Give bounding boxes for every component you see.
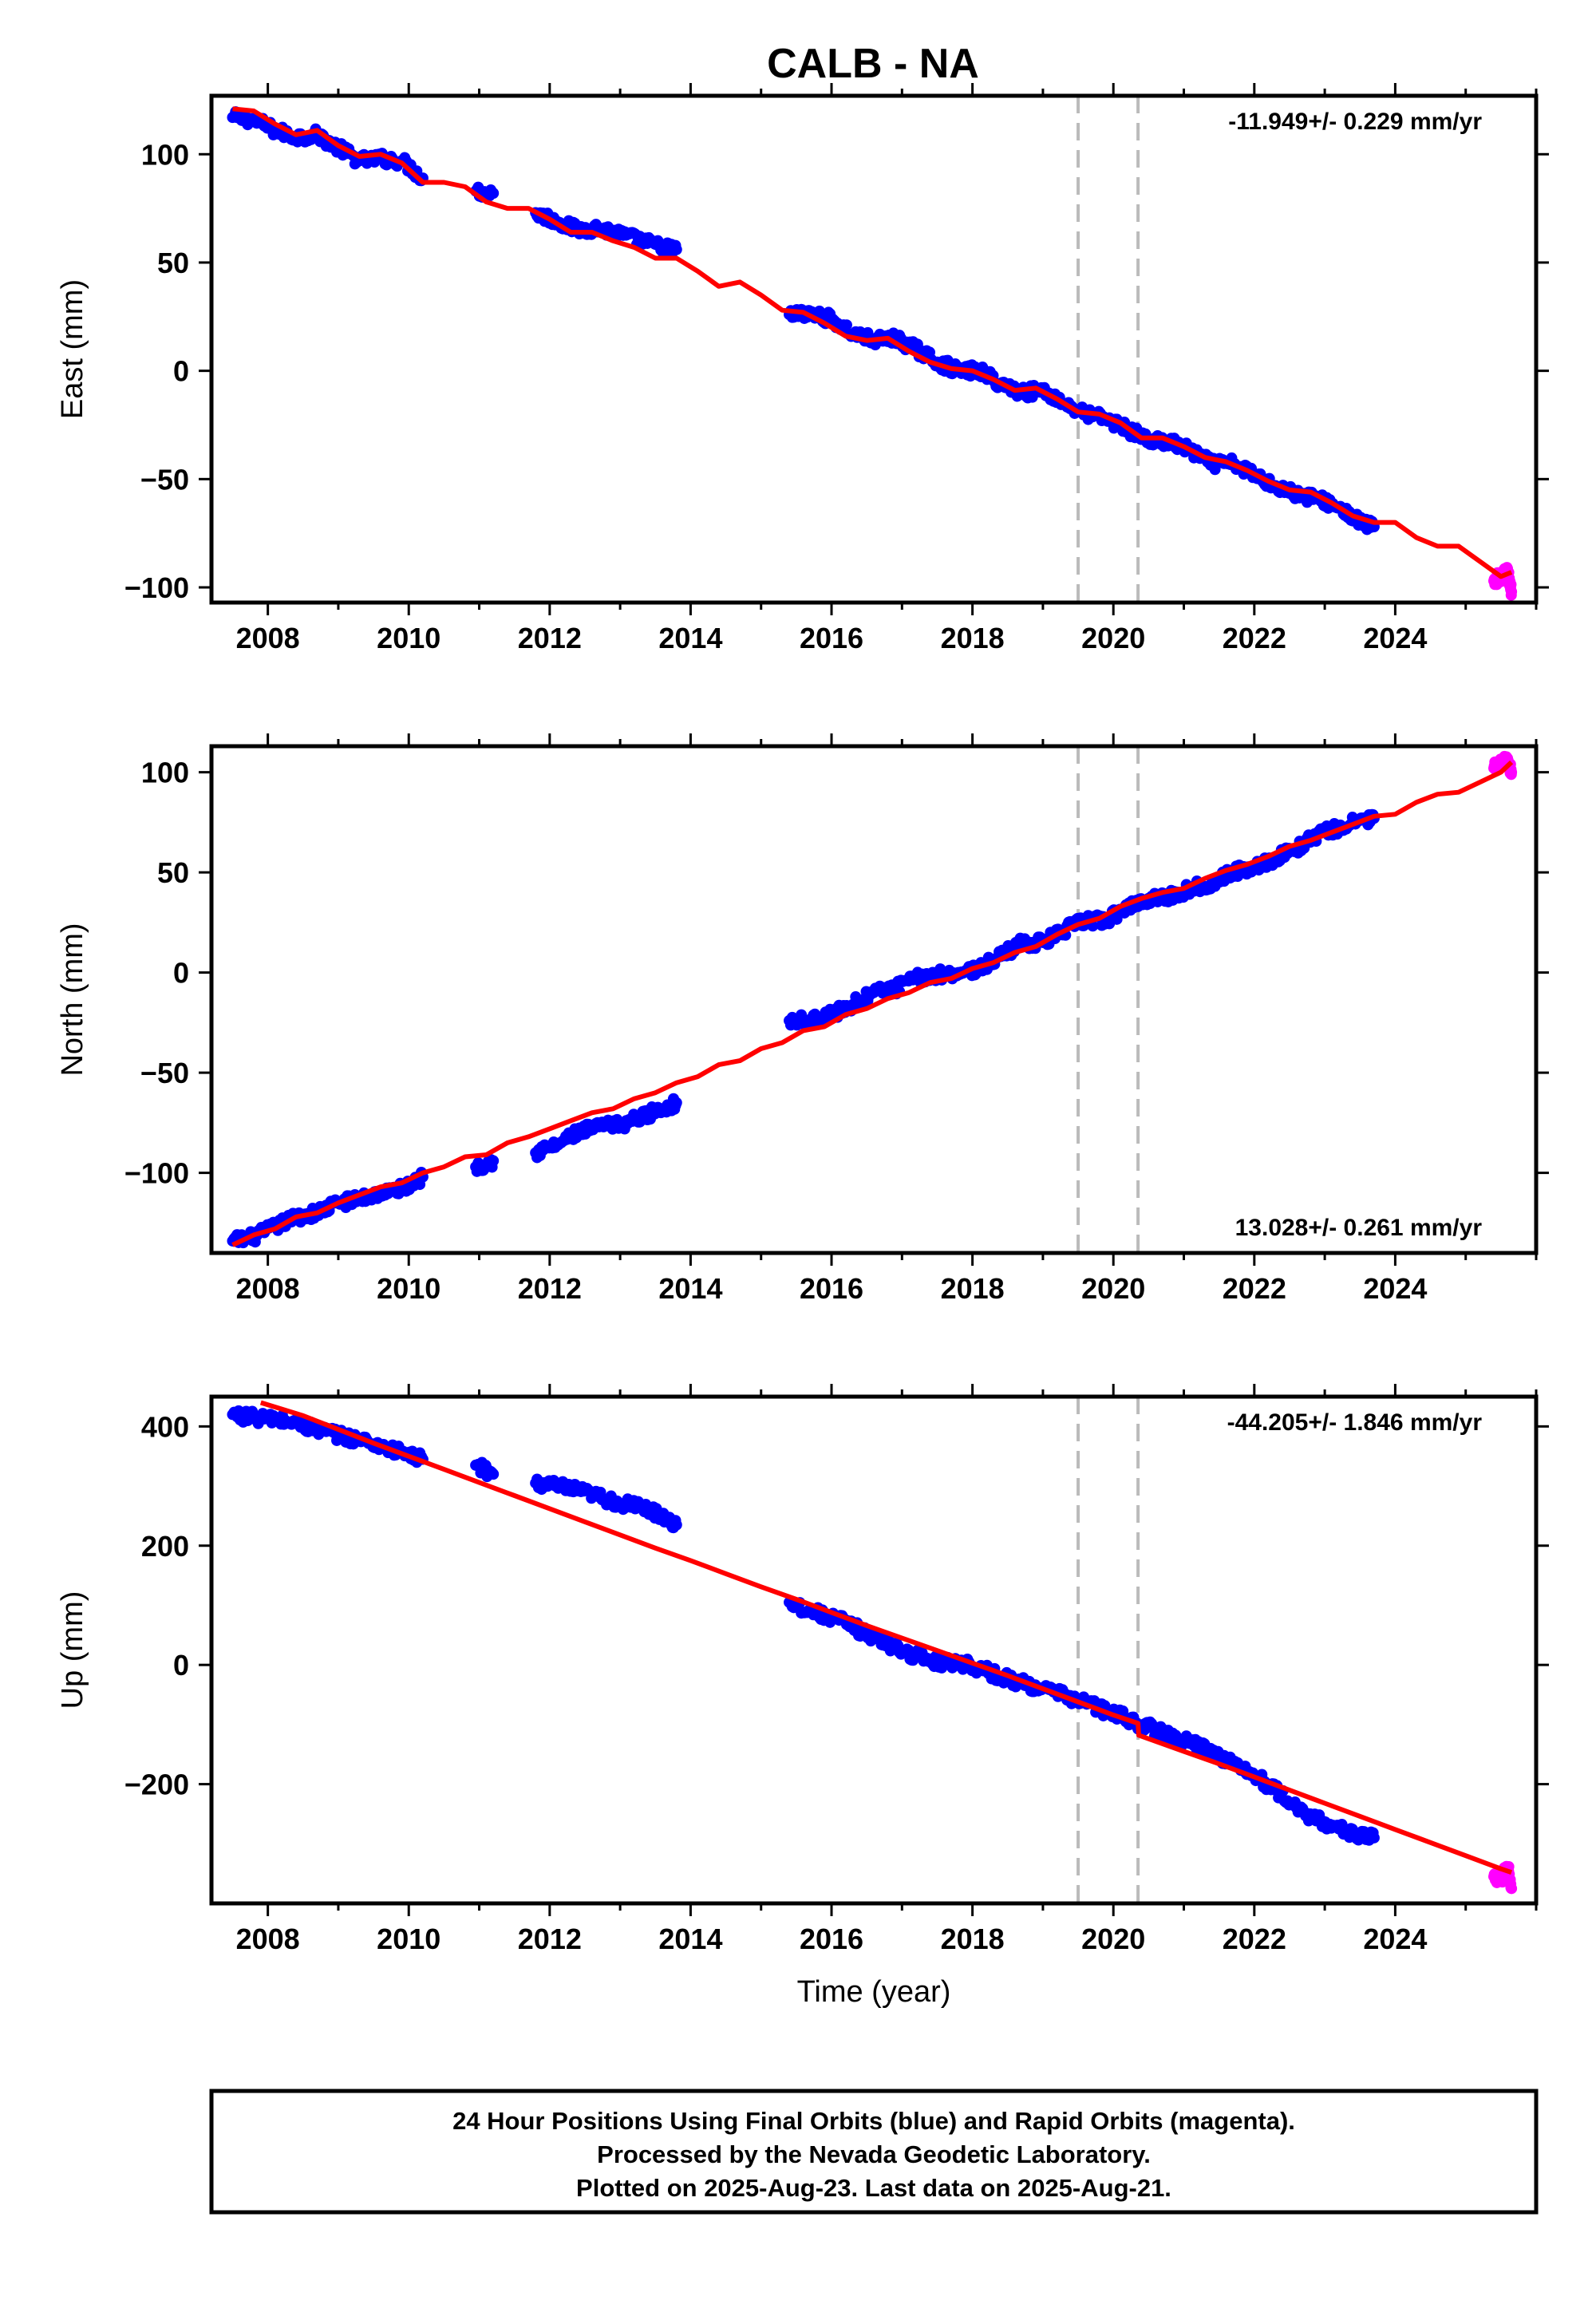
plot-frame: [209, 93, 1539, 605]
plot-area: [227, 1397, 1518, 1903]
y-tick-label: 0: [173, 355, 189, 388]
x-tick-label: 2014: [658, 1272, 722, 1305]
x-tick-label: 2020: [1081, 1272, 1145, 1305]
y-tick-label: 0: [173, 1649, 189, 1682]
model-line: [259, 1400, 1513, 1875]
plot-frame: [209, 1394, 1539, 1906]
y-tick-label: 200: [141, 1530, 189, 1563]
y-tick-label: −50: [140, 463, 189, 496]
data-point: [488, 1468, 500, 1480]
note-line-final-rapid-orbits: 24 Hour Positions Using Final Orbits (bl…: [452, 2107, 1295, 2135]
x-tick-label: 2016: [800, 622, 863, 654]
data-point: [670, 243, 682, 255]
x-tick-label: 2018: [941, 1923, 1005, 1955]
x-tick-label: 2018: [941, 1272, 1005, 1305]
y-tick-label: −50: [140, 1057, 189, 1089]
notes-box: 24 Hour Positions Using Final Orbits (bl…: [209, 2089, 1539, 2215]
note-line-processed-by: Processed by the Nevada Geodetic Laborat…: [597, 2140, 1151, 2168]
y-tick-label: −100: [124, 1157, 189, 1190]
figure-title: CALB - NA: [767, 41, 979, 87]
plot-area: [227, 96, 1518, 603]
rate-label: -44.205+/- 1.846 mm/yr: [1227, 1409, 1483, 1436]
up-panel: 2008 2010 2012 2014 2016 2018 2020 2022 2024 −200…: [56, 1384, 1549, 2009]
x-tick-label: 2012: [518, 1923, 582, 1955]
y-tick-label: 50: [157, 247, 189, 279]
x-tick-label: 2016: [800, 1272, 863, 1305]
east-panel: 2008 2010 2012 2014 2016 2018 2020 2022 2024 −100…: [56, 83, 1549, 654]
note-line-plotted-on: Plotted on 2025-Aug-23. Last data on 202…: [576, 2174, 1171, 2202]
x-tick-label: 2018: [941, 622, 1005, 654]
y-tick-label: 100: [141, 138, 189, 171]
x-tick-label: 2010: [377, 1272, 440, 1305]
x-tick-label: 2022: [1223, 1272, 1286, 1305]
x-tick-label: 2012: [518, 622, 582, 654]
rate-label: 13.028+/- 0.261 mm/yr: [1235, 1215, 1483, 1241]
x-tick-label: 2014: [658, 622, 722, 654]
x-tick-label: 2024: [1363, 622, 1427, 654]
x-tick-label: 2014: [658, 1923, 722, 1955]
x-tick-label: 2022: [1223, 622, 1286, 654]
x-tick-label: 2020: [1081, 1923, 1145, 1955]
data-point: [1506, 766, 1518, 778]
rate-label: -11.949+/- 0.229 mm/yr: [1228, 109, 1482, 135]
y-tick-label: −100: [124, 571, 189, 604]
y-tick-label: −200: [124, 1769, 189, 1801]
plot-frame: [209, 744, 1539, 1255]
x-tick-label: 2012: [518, 1272, 582, 1305]
x-tick-label: 2010: [377, 1923, 440, 1955]
y-axis-label: East (mm): [56, 279, 89, 419]
y-tick-label: 50: [157, 856, 189, 889]
data-point: [488, 188, 500, 200]
y-axis-label: North (mm): [56, 923, 89, 1076]
model-line: [231, 760, 1514, 1247]
y-tick-label: 400: [141, 1410, 189, 1443]
y-tick-label: 0: [173, 957, 189, 990]
data-point: [670, 1519, 682, 1531]
data-point: [670, 1097, 682, 1109]
model-line: [232, 106, 1513, 579]
x-tick-label: 2010: [377, 622, 440, 654]
data-point: [1506, 586, 1518, 598]
x-tick-label: 2024: [1363, 1272, 1427, 1305]
x-axis-label: Time (year): [797, 1975, 951, 2009]
x-tick-label: 2020: [1081, 622, 1145, 654]
data-point: [1506, 1883, 1518, 1895]
data-point: [488, 1155, 500, 1167]
north-panel: 2008 2010 2012 2014 2016 2018 2020 2022 2024 −100…: [56, 733, 1549, 1305]
x-tick-label: 2008: [236, 1272, 300, 1305]
data-point-fill: [840, 319, 852, 331]
x-tick-label: 2022: [1223, 1923, 1286, 1955]
y-tick-label: 100: [141, 757, 189, 789]
x-tick-label: 2008: [236, 622, 300, 654]
y-axis-label: Up (mm): [56, 1591, 89, 1709]
x-tick-label: 2016: [800, 1923, 863, 1955]
data-point: [1368, 1832, 1380, 1844]
x-tick-label: 2024: [1363, 1923, 1427, 1955]
x-tick-label: 2008: [236, 1923, 300, 1955]
plot-area: [227, 746, 1518, 1253]
